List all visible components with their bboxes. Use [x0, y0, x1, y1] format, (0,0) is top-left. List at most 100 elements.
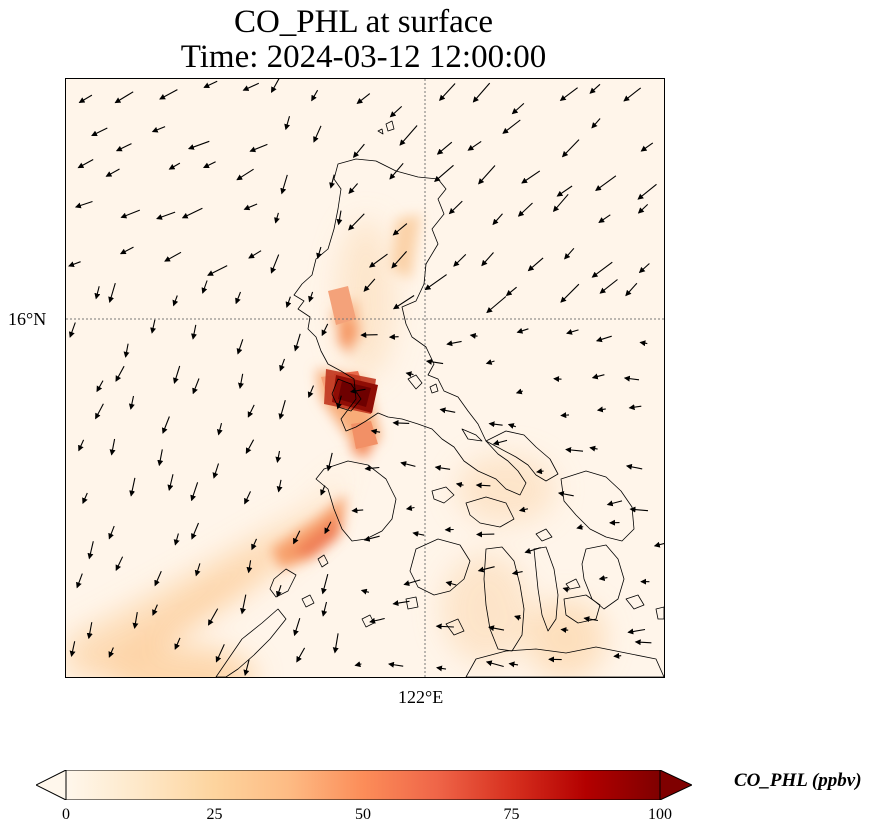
map-canvas — [66, 79, 664, 677]
wind-arrow — [389, 105, 403, 118]
wind-arrow — [629, 506, 649, 513]
wind-arrow — [123, 343, 130, 358]
wind-arrow — [589, 83, 601, 94]
wind-arrow — [216, 422, 223, 436]
wind-arrow — [448, 200, 463, 215]
wind-arrow — [96, 380, 104, 393]
wind-arrow — [596, 406, 606, 413]
wind-arrow — [237, 373, 244, 389]
wind-arrow — [293, 530, 301, 545]
wind-arrow — [369, 617, 385, 624]
wind-arrow — [151, 126, 166, 133]
wind-arrow — [284, 116, 291, 131]
wind-arrow — [150, 319, 157, 334]
wind-arrow — [467, 140, 482, 151]
wind-arrow — [173, 533, 180, 546]
wind-arrow — [515, 388, 523, 395]
wind-arrow — [248, 250, 262, 259]
wind-arrow — [363, 535, 380, 542]
wind-arrow — [157, 449, 164, 467]
figure-title-line2: Time: 2024-03-12 12:00:00 — [180, 39, 547, 75]
colorbar-tick-label: 25 — [206, 806, 223, 823]
latitude-tick-label: 16°N — [8, 309, 47, 329]
wind-arrow — [388, 661, 404, 668]
wind-arrow — [399, 125, 418, 146]
wind-arrow — [350, 387, 366, 394]
wind-arrow — [336, 395, 342, 410]
wind-arrow — [486, 296, 507, 314]
wind-arrow — [271, 79, 280, 93]
wind-arrow — [270, 254, 280, 274]
wind-arrow — [172, 295, 179, 307]
wind-arrow — [517, 202, 533, 217]
wind-arrow — [203, 80, 218, 88]
wind-arrow — [481, 252, 494, 267]
wind-arrow — [591, 373, 605, 380]
wind-arrow — [326, 452, 333, 472]
wind-arrow — [276, 585, 282, 598]
wind-arrow — [364, 465, 380, 472]
wind-arrow — [392, 223, 408, 236]
wind-arrow — [637, 183, 657, 200]
wind-arrow — [187, 140, 210, 150]
wind-arrow — [201, 280, 208, 294]
wind-arrow — [598, 214, 611, 223]
wind-arrow — [280, 174, 288, 195]
wind-arrow — [208, 608, 219, 626]
wind-arrow — [524, 547, 541, 554]
wind-arrow — [243, 659, 250, 676]
wind-vector-field — [68, 79, 664, 676]
wind-arrow — [240, 594, 247, 615]
wind-arrow — [203, 161, 216, 168]
wind-arrow — [434, 464, 451, 471]
wind-arrow — [128, 395, 135, 410]
wind-arrow — [472, 82, 491, 103]
wind-arrow — [336, 210, 343, 226]
wind-arrow — [595, 175, 617, 191]
wind-arrow — [599, 279, 618, 294]
wind-arrow — [311, 89, 319, 102]
wind-arrow — [623, 375, 640, 382]
colorbar-bar — [65, 770, 661, 800]
wind-arrow — [245, 439, 255, 454]
wind-arrow — [109, 438, 116, 456]
wind-arrow — [488, 421, 503, 428]
wind-arrow — [485, 660, 504, 668]
wind-arrow — [564, 247, 575, 260]
wind-arrow — [114, 91, 134, 104]
wind-arrow — [560, 627, 569, 633]
wind-arrow — [505, 286, 517, 297]
wind-arrow — [613, 652, 622, 659]
wind-arrow — [557, 490, 574, 497]
wind-arrow — [502, 119, 521, 134]
wind-arrow — [634, 639, 652, 646]
wind-arrow — [562, 586, 570, 593]
wind-arrow — [129, 477, 136, 497]
coastlines — [215, 120, 664, 677]
wind-arrow — [77, 159, 94, 169]
wind-arrow — [332, 633, 339, 654]
wind-arrow — [424, 274, 447, 291]
wind-arrow — [168, 162, 181, 170]
wind-arrow — [207, 265, 228, 276]
wind-arrow — [156, 211, 176, 220]
colorbar-extend-min — [36, 770, 67, 800]
wind-arrow — [511, 569, 523, 576]
wind-arrow — [392, 295, 415, 310]
wind-arrow — [412, 531, 425, 537]
wind-arrow — [82, 492, 88, 505]
wind-arrow — [275, 450, 282, 463]
wind-arrow — [514, 614, 522, 621]
wind-arrow — [552, 193, 569, 213]
wind-arrow — [247, 404, 255, 418]
wind-arrow — [167, 474, 174, 491]
wind-arrow — [91, 127, 108, 136]
wind-arrow — [244, 491, 251, 505]
wind-arrow — [324, 521, 332, 535]
wind-arrow — [212, 463, 220, 479]
wind-arrow — [627, 628, 646, 635]
wind-arrow — [434, 164, 454, 183]
wind-arrow — [363, 278, 376, 292]
concentration-field — [66, 214, 606, 677]
wind-arrow — [561, 139, 580, 158]
